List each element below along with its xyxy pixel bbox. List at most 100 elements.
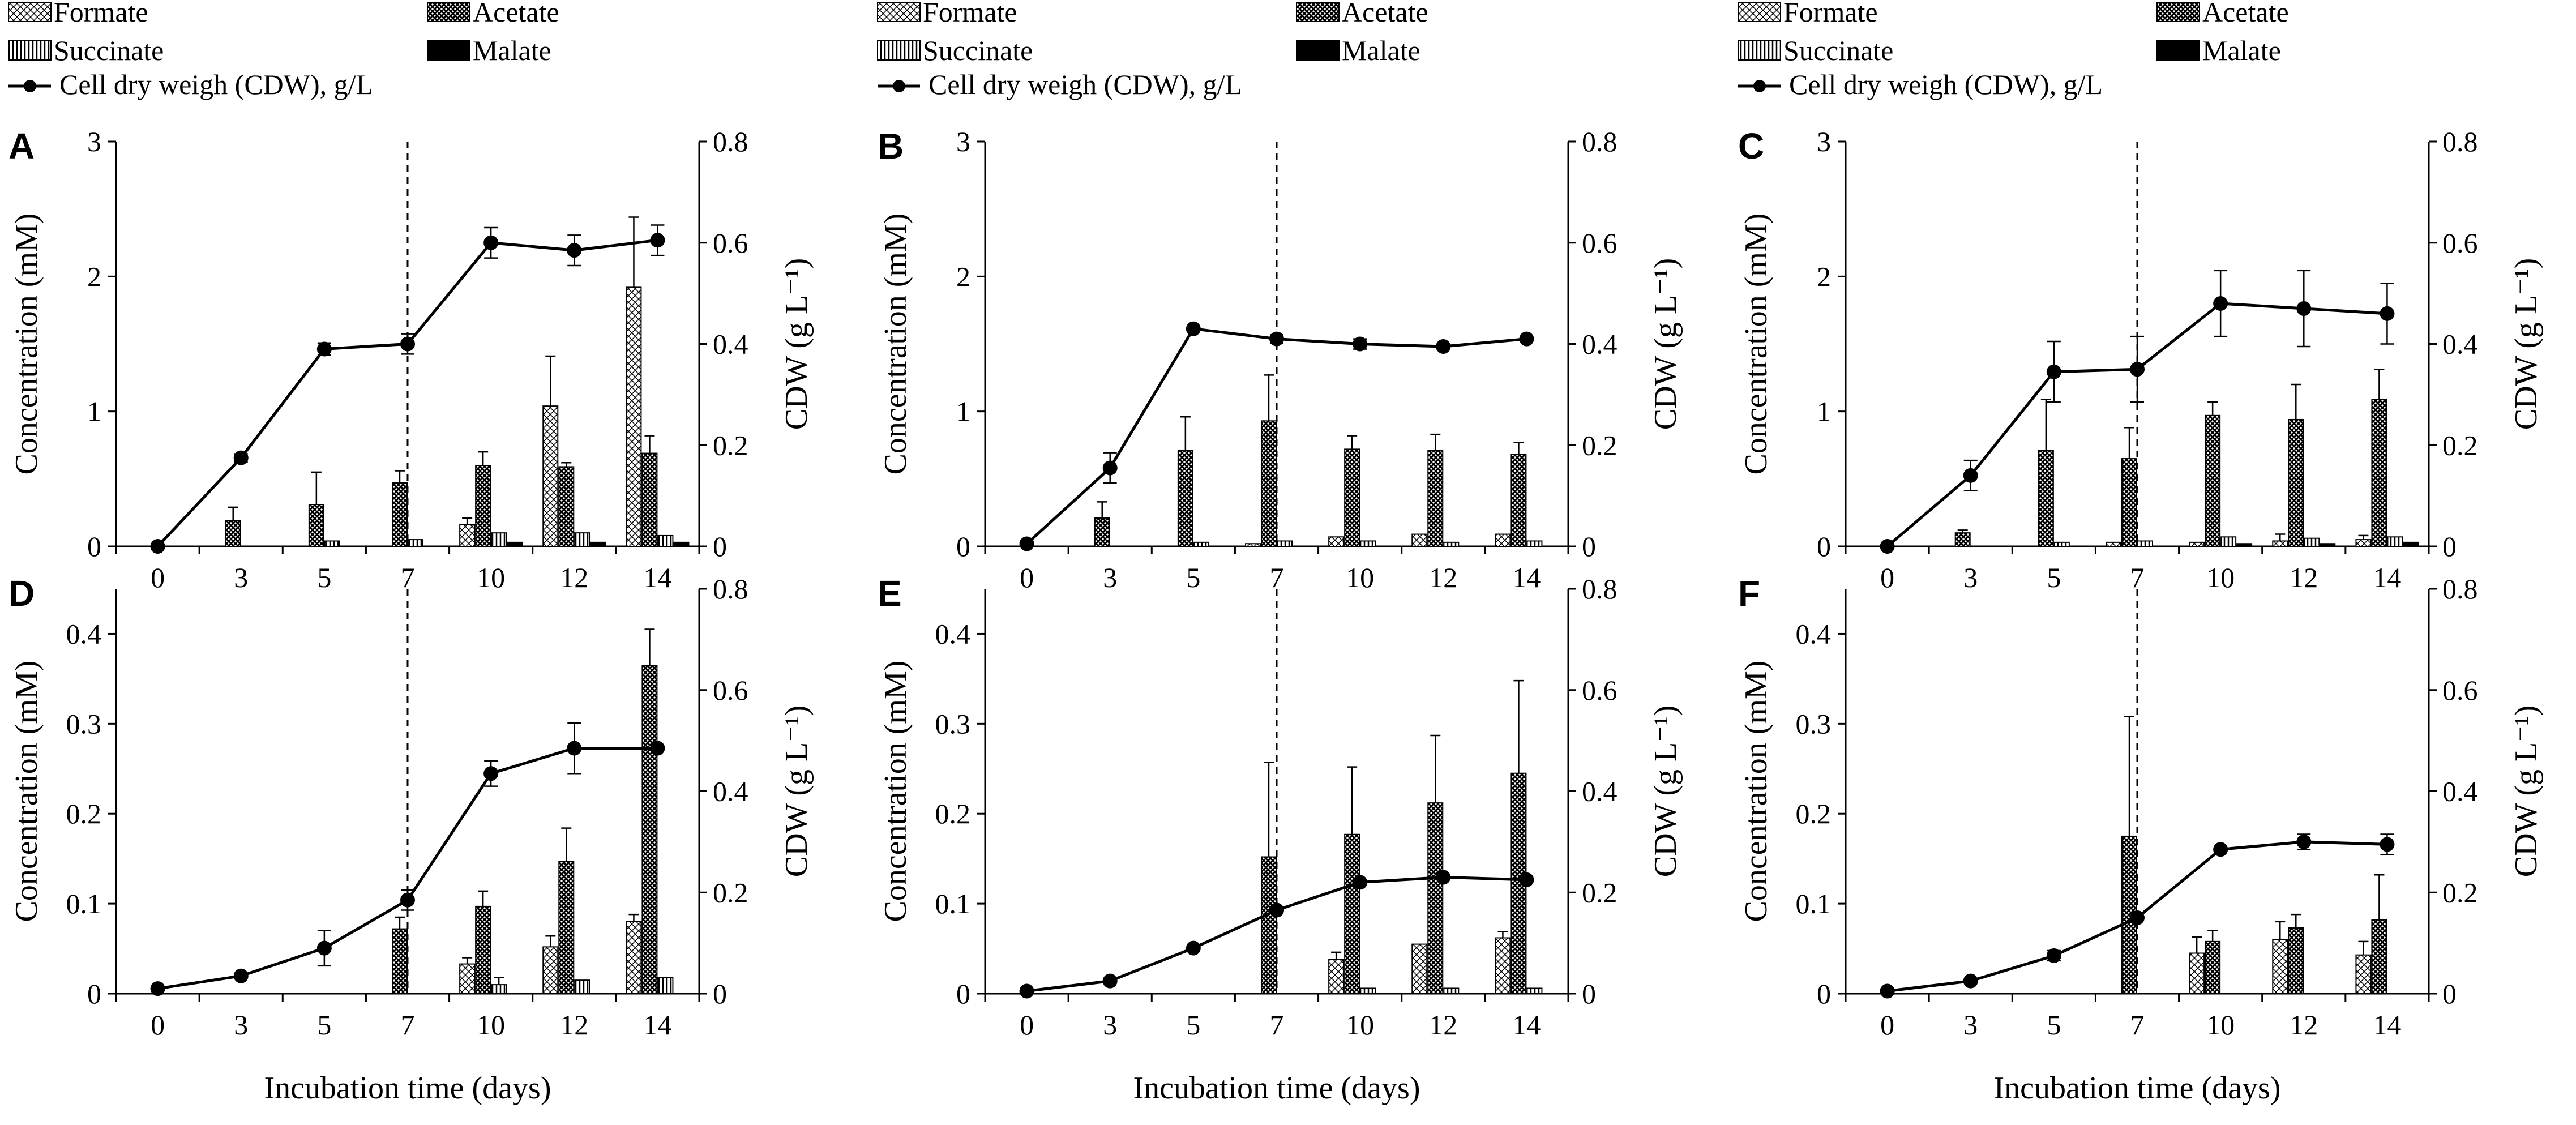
bar-acetate [2288, 927, 2304, 994]
legend: Formate Acetate Succinate Malate Cell dry we… [1738, 0, 2289, 100]
legend-marker-cdw [1753, 80, 1766, 92]
y-tick-label: 2 [1817, 260, 1831, 292]
x-tick-label: 7 [1270, 1009, 1284, 1041]
x-tick-label: 3 [1103, 1009, 1117, 1041]
x-tick-label: 0 [1880, 562, 1894, 593]
bar-succinate [1526, 540, 1543, 547]
cdw-point [2380, 306, 2395, 321]
x-tick-label: 3 [1963, 1009, 1978, 1041]
y-axis-title: Concentration (mM) [9, 213, 44, 475]
cdw-point [2380, 837, 2395, 852]
bar-formate [2189, 952, 2205, 994]
bar-succinate [2053, 541, 2070, 547]
cdw-point [650, 233, 665, 248]
y-tick-label: 0.2 [66, 798, 102, 829]
x-tick-label: 12 [2290, 562, 2318, 593]
legend-label-malate: Malate [2202, 35, 2281, 66]
x-tick-label: 12 [560, 1009, 588, 1041]
cdw-point [316, 940, 332, 956]
cdw-point [316, 341, 332, 357]
x-tick-label: 3 [234, 1009, 248, 1041]
bar-succinate [2304, 537, 2320, 547]
legend-label-malate: Malate [1342, 35, 1420, 66]
y2-axis-title: CDW (g L⁻¹) [779, 258, 814, 430]
cdw-point [567, 243, 582, 258]
legend-label-acetate: Acetate [1342, 0, 1428, 28]
bar-formate [542, 946, 559, 995]
y-tick-label: 0.1 [66, 888, 102, 919]
bar-malate [673, 541, 690, 547]
bar-acetate [1510, 454, 1527, 547]
y2-tick-label: 0.4 [713, 776, 748, 807]
y2-tick-label: 0.4 [713, 328, 748, 360]
cdw-point [2213, 842, 2228, 857]
bar-succinate [2137, 540, 2153, 547]
x-tick-label: 10 [2206, 562, 2235, 593]
y-tick-label: 0 [87, 978, 101, 1009]
y-tick-label: 0 [1817, 978, 1831, 1009]
y-tick-label: 2 [956, 260, 970, 292]
x-tick-label: 5 [317, 1009, 331, 1041]
cdw-point [2046, 948, 2061, 963]
cdw-point [1269, 902, 1284, 918]
cdw-point [400, 892, 415, 908]
y2-tick-label: 0.2 [713, 876, 748, 908]
legends: Formate Acetate Succinate Malate Cell dry we… [8, 0, 2289, 100]
legend-swatch-formate [8, 2, 52, 22]
y2-tick-label: 0.4 [1582, 776, 1618, 807]
y2-tick-label: 0.2 [1582, 876, 1618, 908]
legend-label-cdw: Cell dry weigh (CDW), g/L [59, 69, 373, 100]
legend-label-cdw: Cell dry weigh (CDW), g/L [928, 69, 1242, 100]
y-tick-label: 0.3 [935, 708, 971, 739]
x-tick-label: 7 [2130, 562, 2145, 593]
bar-acetate [1094, 517, 1110, 547]
y2-axis-title: CDW (g L⁻¹) [1648, 705, 1683, 878]
bar-acetate [308, 504, 324, 547]
x-tick-label: 5 [1186, 1009, 1200, 1041]
cdw-point [1019, 983, 1034, 999]
cdw-point [2046, 364, 2061, 379]
x-tick-label: 7 [401, 562, 415, 593]
x-tick-label: 3 [1103, 562, 1117, 593]
y2-axis-title: CDW (g L⁻¹) [2509, 705, 2544, 878]
bar-acetate [1177, 450, 1193, 547]
cdw-point [483, 766, 499, 781]
legend-label-succinate: Succinate [54, 35, 164, 66]
panel-letter: C [1738, 126, 1764, 166]
cdw-point [1436, 870, 1451, 885]
bar-succinate [1277, 540, 1293, 547]
bar-acetate [1344, 833, 1360, 995]
x-tick-label: 14 [1512, 562, 1541, 593]
legend-label-formate: Formate [923, 0, 1017, 28]
x-tick-label: 12 [560, 562, 588, 593]
y2-tick-label: 0.8 [2442, 126, 2478, 157]
y2-tick-label: 0 [713, 531, 727, 562]
panel-e: E 0 0.1 0.2 0.3 0.4 0 0.2 0.4 0.6 0.8 0 3 5 7 10 12 14 Con… [878, 573, 1683, 1041]
y-tick-label: 1 [1817, 396, 1831, 427]
x-tick-label: 0 [1880, 1009, 1894, 1041]
y2-tick-label: 0.6 [2442, 227, 2478, 259]
y-axis-title: Concentration (mM) [1739, 661, 1774, 922]
y-tick-label: 0.3 [1796, 708, 1832, 739]
bar-malate [507, 541, 523, 547]
bar-succinate [1360, 987, 1376, 995]
legend-swatch-formate [877, 2, 921, 22]
cdw-point [1186, 321, 1201, 336]
bar-acetate [1427, 802, 1444, 994]
panel-d: D 0 0.1 0.2 0.3 0.4 0 0.2 0.4 0.6 0.8 0 3 5 7 10 12 14 Con… [8, 573, 814, 1041]
y2-tick-label: 0.2 [713, 429, 748, 461]
cdw-point [1019, 536, 1034, 551]
x-tick-label: 5 [317, 562, 331, 593]
bar-succinate [1443, 987, 1460, 995]
x-tick-label: 3 [234, 562, 248, 593]
bar-acetate [2371, 399, 2387, 547]
bar-succinate [574, 979, 590, 994]
x-axis-title: Incubation time (days) [1133, 1071, 1420, 1106]
y-tick-label: 0.1 [935, 888, 971, 919]
legend-marker-cdw [24, 80, 36, 92]
legend-swatch-malate [2156, 40, 2200, 61]
y-tick-label: 0.2 [935, 798, 971, 829]
bar-succinate [1360, 540, 1376, 547]
bar-acetate [1344, 448, 1360, 547]
